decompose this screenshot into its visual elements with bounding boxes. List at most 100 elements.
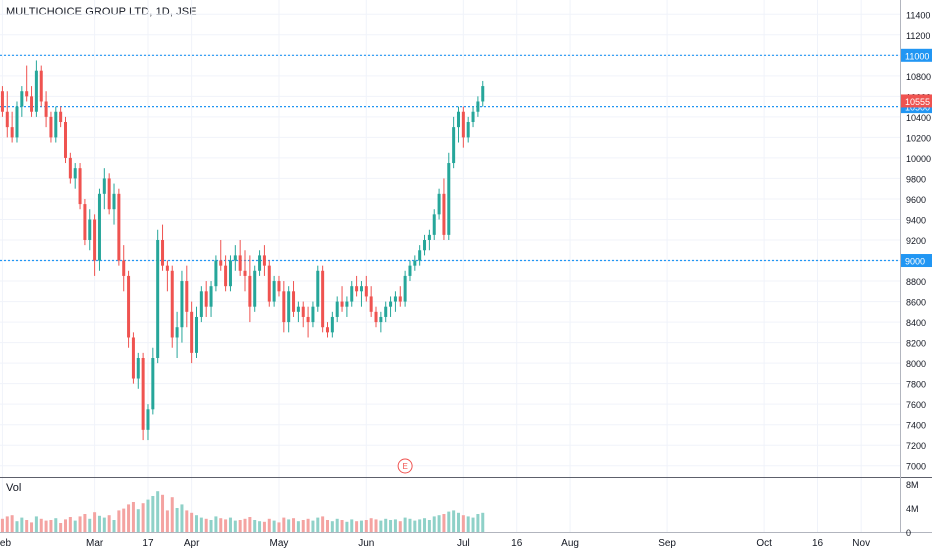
candle [199,286,203,323]
price-axis: 7000 7200 7400 7600 7800 8000 8200 8400 8600 8800… [901,10,932,472]
price-tick-label: 7800 [906,380,926,390]
candle-body [214,260,218,287]
candle-body [73,168,77,179]
candle [141,352,145,441]
volume-bar [73,520,77,532]
candle [180,270,184,343]
candle-body [296,306,300,312]
time-tick-label: Jul [457,538,470,549]
candle [359,281,363,307]
volume-bar [403,517,407,532]
candle [393,291,397,312]
candle [185,265,189,328]
price-tick-label: 8000 [906,359,926,369]
candle [253,265,257,312]
candle-body [452,127,456,164]
volume-tick-label: 4M [906,504,919,514]
candle-body [88,219,92,240]
candle-body [481,86,485,102]
candle-body [355,286,359,292]
candle [238,240,242,276]
volume-bar [78,516,82,532]
level-price-label: 11000 [905,51,929,61]
candle-body [292,291,296,312]
candle [25,65,29,102]
candle-body [408,265,412,276]
candles [0,60,485,441]
candle-body [321,270,325,328]
price-tick-label: 9800 [906,174,926,184]
candle [219,240,223,271]
candle [447,152,451,240]
level-price-tag [901,254,932,268]
candle [456,106,460,143]
price-tick-label: 8800 [906,277,926,287]
volume-bar [112,520,116,532]
volume-bar [88,518,92,532]
volume-tick-label: 8M [906,480,919,490]
volume-bar [258,521,262,532]
candle [335,296,339,323]
volume-bar [20,517,24,532]
volume-bar [316,517,320,532]
volume-bar [272,520,276,532]
candle-body [427,234,431,240]
volume-bar [214,516,218,532]
candle [68,152,72,184]
volume-bar [204,518,208,532]
candle [107,173,111,215]
candle-body [379,316,383,323]
candle [408,260,412,282]
candle-body [78,168,82,205]
candle [0,86,4,117]
candle-body [442,193,446,235]
candle-body [102,178,106,194]
candle [277,275,281,297]
candle [379,311,383,333]
candle-body [63,122,68,158]
volume-bar [432,516,436,532]
last-price-tag [901,94,932,108]
candle-body [398,296,402,302]
candle-body [277,281,281,292]
volume-bar [102,517,106,532]
candle-body [83,204,87,240]
candle-body [151,358,155,410]
volume-bar [427,520,431,532]
volume-bar [306,518,310,532]
candle [437,188,441,220]
candle [34,60,38,117]
candle [258,250,262,276]
volume-bar [228,517,232,532]
candle [248,255,252,323]
candle-body [253,270,257,307]
volume-bar [355,521,359,532]
time-tick-label: May [270,538,289,549]
volume-bar [209,520,213,532]
candle [316,265,320,312]
volume-bar [39,518,43,532]
candle [374,306,378,328]
candle [282,281,286,333]
chart-title: MULTICHOICE GROUP LTD, 1D, JSE [6,6,197,18]
volume-bar [350,519,354,532]
candle [369,286,373,317]
volume-bar [54,518,58,532]
candle [325,322,329,338]
candle-body [248,275,252,307]
candle [83,198,87,246]
price-tick-label: 10400 [906,113,931,123]
candle-body [345,301,349,307]
grid [0,0,932,533]
candle-body [39,70,43,102]
candle [267,260,271,307]
candle-body [350,286,354,302]
price-tick-label: 8600 [906,298,926,308]
candle [49,111,53,143]
volume-bars [0,491,485,532]
candle [146,404,150,441]
time-tick-label: Mar [86,538,104,549]
candle-body [466,122,470,138]
volume-bar [97,515,101,532]
